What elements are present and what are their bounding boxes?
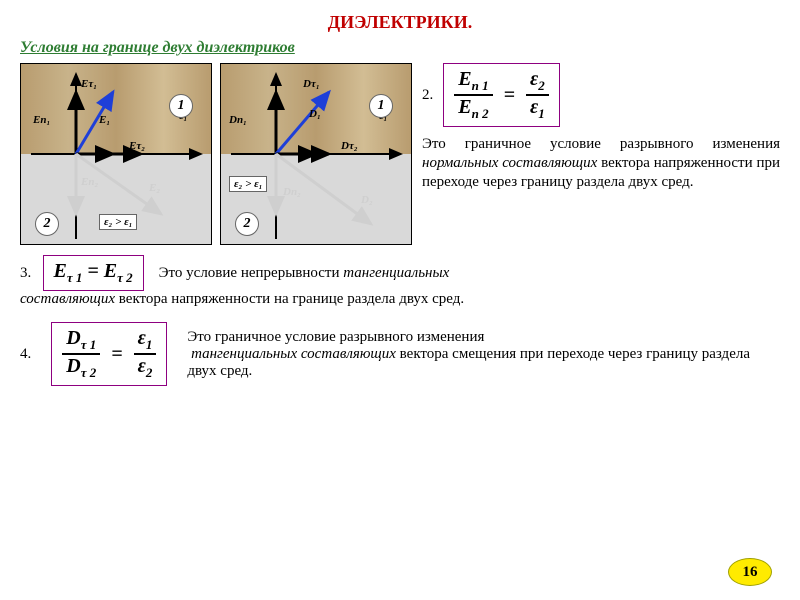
lbl-D1: D₁ [309,108,321,120]
item3-text-cont: составляющих вектора напряженности на гр… [20,291,780,308]
formula-4: Dτ 1 Dτ 2 = ε1 ε2 [51,322,167,386]
lbl-Et1: Eτ₁ [81,78,97,90]
region1-circle-d: 1 [369,94,393,118]
item2-block: 2. En 1 En 2 = ε2 ε1 Это граничное услов… [422,63,780,191]
formula-2: En 1 En 2 = ε2 ε1 [443,63,559,127]
lbl-E2: E₂ [149,182,160,194]
diagrams-wrap: Eτ₁ En₁ E₁ Eτ₂ En₂ E₂ ε₁ 1 2 ε₂ > ε₁ [20,63,412,245]
page-title: ДИЭЛЕКТРИКИ. [20,12,780,33]
lbl-E1: E₁ [99,114,110,126]
diagram-e: Eτ₁ En₁ E₁ Eτ₂ En₂ E₂ ε₁ 1 2 ε₂ > ε₁ [20,63,212,245]
item2-text: Это граничное условие разрывного изменен… [422,135,780,191]
lbl-D2: D₂ [361,194,373,206]
item2-num: 2. [422,87,433,104]
lbl-Dt2: Dτ₂ [341,140,358,152]
item3-num: 3. [20,265,31,281]
epsrel-e: ε₂ > ε₁ [99,214,137,230]
region2-circle-e: 2 [35,212,59,236]
page-number-badge: 16 [728,558,772,586]
region1-circle-e: 1 [169,94,193,118]
lbl-En1: En₁ [33,114,50,126]
top-row: Eτ₁ En₁ E₁ Eτ₂ En₂ E₂ ε₁ 1 2 ε₂ > ε₁ [20,63,780,245]
formula-3: Eτ 1 = Eτ 2 [43,255,144,291]
item3-text-inline: Это условие непрерывности тангенциальных [159,265,450,281]
lbl-Dn2: Dn₂ [283,186,301,198]
section-subtitle: Условия на границе двух диэлектриков [20,39,780,57]
lbl-En2: En₂ [81,176,98,188]
item4-num: 4. [20,346,31,363]
lbl-Dt1: Dτ₁ [303,78,320,90]
lbl-Et2: Eτ₂ [129,140,145,152]
region2-circle-d: 2 [235,212,259,236]
lbl-Dn1: Dn₁ [229,114,247,126]
epsrel-d: ε₂ > ε₁ [229,176,267,192]
diagram-d: Dτ₁ Dn₁ D₁ Dτ₂ Dn₂ D₂ ε₁ 1 2 ε₂ > ε₁ [220,63,412,245]
item4-text: Это граничное условие разрывного изменен… [187,329,780,380]
item3-block: 3. Eτ 1 = Eτ 2 Это условие непрерывности… [20,255,780,308]
item4-block: 4. Dτ 1 Dτ 2 = ε1 ε2 Это граничное услов… [20,322,780,386]
